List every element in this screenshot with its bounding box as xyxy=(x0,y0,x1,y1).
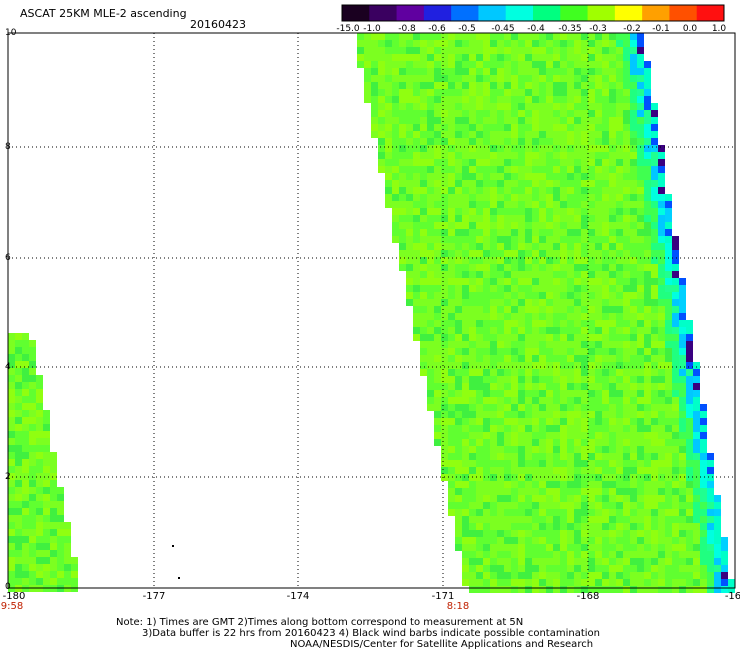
latitude-label: 2 xyxy=(5,472,11,482)
colorbar-swatch xyxy=(478,5,507,21)
colorbar-tick-label: -0.1 xyxy=(652,24,670,34)
latitude-label: 4 xyxy=(5,362,11,372)
colorbar-tick-label: -0.45 xyxy=(491,24,515,34)
lat-lon-gridlines xyxy=(8,33,735,588)
latitude-label: 10 xyxy=(5,28,17,38)
colorbar-tick-label: -15.0 xyxy=(336,24,360,34)
colorbar-tick-label: -0.35 xyxy=(558,24,582,34)
colorbar-swatch xyxy=(533,5,561,21)
latitude-label: 0 xyxy=(5,582,11,592)
longitude-label: -16 xyxy=(724,591,740,602)
map-title: ASCAT 25KM MLE-2 ascending xyxy=(20,7,187,20)
note-line-2: 3)Data buffer is 22 hrs from 20160423 4)… xyxy=(142,628,600,639)
colorbar-swatch xyxy=(587,5,616,21)
latitude-label: 6 xyxy=(5,253,11,263)
note-line-1: Note: 1) Times are GMT 2)Times along bot… xyxy=(116,617,524,628)
colorbar-tick-label: -1.0 xyxy=(363,24,381,34)
swath-data-layer xyxy=(8,33,735,593)
longitude-label: -174 xyxy=(286,591,310,602)
note-line-3: NOAA/NESDIS/Center for Satellite Applica… xyxy=(290,639,594,650)
colorbar-swatch xyxy=(451,5,479,21)
colorbar-swatch xyxy=(396,5,425,21)
latitude-label: 8 xyxy=(5,142,11,152)
colorbar xyxy=(341,4,725,22)
colorbar-tick-label: -0.8 xyxy=(398,24,416,34)
plot-frame xyxy=(7,32,736,589)
colorbar-tick-label: -0.5 xyxy=(458,24,476,34)
time-label-left: 9:58 xyxy=(0,601,24,612)
time-label-right: 8:18 xyxy=(446,601,470,612)
colorbar-tick-label: -0.2 xyxy=(623,24,641,34)
colorbar-tick-label: 0.0 xyxy=(682,24,698,34)
colorbar-swatch xyxy=(505,5,534,21)
colorbar-swatch xyxy=(696,5,725,21)
longitude-label: -168 xyxy=(576,591,600,602)
colorbar-swatch xyxy=(669,5,698,21)
colorbar-tick-label: -0.4 xyxy=(527,24,545,34)
longitude-label: -177 xyxy=(142,591,166,602)
colorbar-tick-label: -0.3 xyxy=(589,24,607,34)
colorbar-swatch xyxy=(369,5,398,21)
longitude-label: -171 xyxy=(431,591,455,602)
colorbar-swatch xyxy=(560,5,589,21)
colorbar-swatch xyxy=(342,5,370,21)
colorbar-tick-label: 1.0 xyxy=(711,24,727,34)
colorbar-tick-label: -0.6 xyxy=(428,24,446,34)
longitude-label: -180 xyxy=(2,591,26,602)
map-date: 20160423 xyxy=(190,18,246,31)
colorbar-swatch xyxy=(642,5,670,21)
colorbar-swatch xyxy=(423,5,452,21)
colorbar-swatch xyxy=(614,5,643,21)
